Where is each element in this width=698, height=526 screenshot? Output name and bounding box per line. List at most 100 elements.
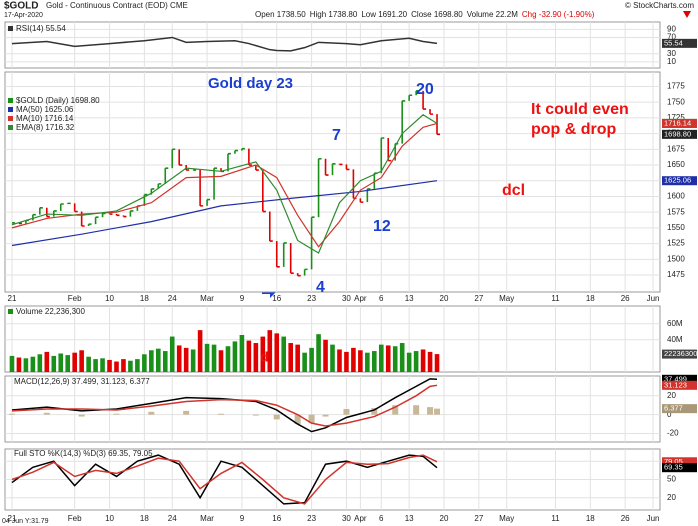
value-tag-label: 31.123 <box>664 380 687 389</box>
y-tick-label: 1750 <box>667 97 685 106</box>
bar <box>204 343 210 372</box>
y-tick-label: 60M <box>667 319 683 328</box>
price-bar <box>164 167 169 184</box>
price-bar <box>255 165 259 171</box>
bar <box>232 341 238 372</box>
y-tick-label: 20 <box>667 391 676 400</box>
down-arrow <box>683 11 691 18</box>
bar <box>392 346 398 372</box>
y-tick-label: -20 <box>667 429 679 438</box>
quote-item: Open 1738.50 <box>255 10 306 19</box>
price-bar <box>338 163 343 166</box>
date: 17-Apr-2020 <box>4 12 43 19</box>
bar <box>434 408 441 415</box>
bar <box>413 351 419 372</box>
y-tick-label: 1475 <box>667 270 685 279</box>
panel <box>4 71 661 293</box>
bar <box>273 414 280 420</box>
x-tick-label: Mar <box>200 514 214 523</box>
y-tick-label: 1725 <box>667 113 685 122</box>
quote-item: Chg -32.90 (-1.90%) <box>522 10 595 19</box>
bar <box>308 414 315 424</box>
x-tick-label: 20 <box>440 294 449 303</box>
x-tick-label: 11 <box>551 294 560 303</box>
x-tick-label: May <box>499 514 514 523</box>
bar <box>330 344 335 372</box>
price-bar <box>213 167 218 200</box>
bar <box>16 357 22 372</box>
chart-title: Gold - Continuous Contract (EOD) CME <box>46 1 188 10</box>
bar <box>392 405 399 415</box>
bar <box>37 354 43 372</box>
x-tick-label: 9 <box>240 294 245 303</box>
price-bar <box>262 170 266 213</box>
price-bar <box>317 157 322 218</box>
x-tick-label: 18 <box>586 514 595 523</box>
price-bar <box>380 137 385 174</box>
bar <box>281 336 287 372</box>
quote-item: Close 1698.80 <box>411 10 463 19</box>
x-tick-label: 9 <box>240 514 245 523</box>
x-tick-label: 24 <box>168 514 177 523</box>
bar <box>23 358 29 372</box>
bar <box>30 356 36 372</box>
bar <box>78 414 85 417</box>
value-tag <box>662 457 697 467</box>
price-bar <box>282 242 287 267</box>
price-bar <box>387 138 392 162</box>
bar <box>260 336 266 372</box>
x-tick-label: 23 <box>307 514 316 523</box>
y-tick-label: 20 <box>667 493 676 502</box>
bar <box>148 411 155 415</box>
bar <box>274 333 280 372</box>
price-bar <box>268 211 273 242</box>
x-tick-label: 10 <box>105 294 114 303</box>
bar <box>176 345 182 372</box>
x-tick-label: 11 <box>551 514 560 523</box>
x-tick-label: 6 <box>379 294 384 303</box>
price-bar <box>324 158 329 176</box>
x-tick-label: 18 <box>586 294 595 303</box>
bar <box>128 360 133 372</box>
bar <box>427 351 433 372</box>
x-tick-label: Feb <box>68 514 82 523</box>
annotation: 7 <box>332 127 341 144</box>
price-bar <box>206 198 211 206</box>
price-bar <box>366 188 371 203</box>
x-tick-label: Feb <box>68 294 82 303</box>
value-tag-label: 79.05 <box>664 457 683 466</box>
line <box>11 36 438 52</box>
symbol: $GOLD <box>4 1 38 12</box>
bar <box>406 352 412 372</box>
bar <box>365 352 370 372</box>
value-tag <box>662 374 697 384</box>
bar <box>337 349 342 372</box>
legend-entry: RSI(14) 55.54 <box>16 24 66 33</box>
legend-swatch <box>8 98 13 103</box>
quote-item: Volume 22.2M <box>467 10 518 19</box>
line <box>11 180 438 247</box>
bar <box>239 334 245 372</box>
value-tag-label: 1698.80 <box>664 129 691 138</box>
price-bar <box>122 215 127 218</box>
value-tag-label: 55.54 <box>664 38 683 47</box>
bar <box>107 359 112 372</box>
x-tick-label: 6 <box>379 514 384 523</box>
bar <box>72 352 77 372</box>
price-bar <box>408 94 413 101</box>
bar <box>385 345 391 372</box>
bar <box>427 407 434 415</box>
line <box>11 454 438 505</box>
bar <box>162 351 168 372</box>
y-tick-label: 1550 <box>667 223 685 232</box>
x-tick-label: 30 <box>342 514 351 523</box>
y-tick-label: 0 <box>667 410 672 419</box>
quote-item: Low 1691.20 <box>361 10 407 19</box>
x-tick-label: Apr <box>354 294 367 303</box>
price-bar <box>289 242 294 274</box>
legend-entry: EMA(8) 1716.32 <box>16 123 75 132</box>
value-tag-label: 69.35 <box>664 463 683 472</box>
bar <box>218 413 225 415</box>
value-tag-label: 1625.06 <box>664 176 691 185</box>
value-tag <box>662 118 697 128</box>
